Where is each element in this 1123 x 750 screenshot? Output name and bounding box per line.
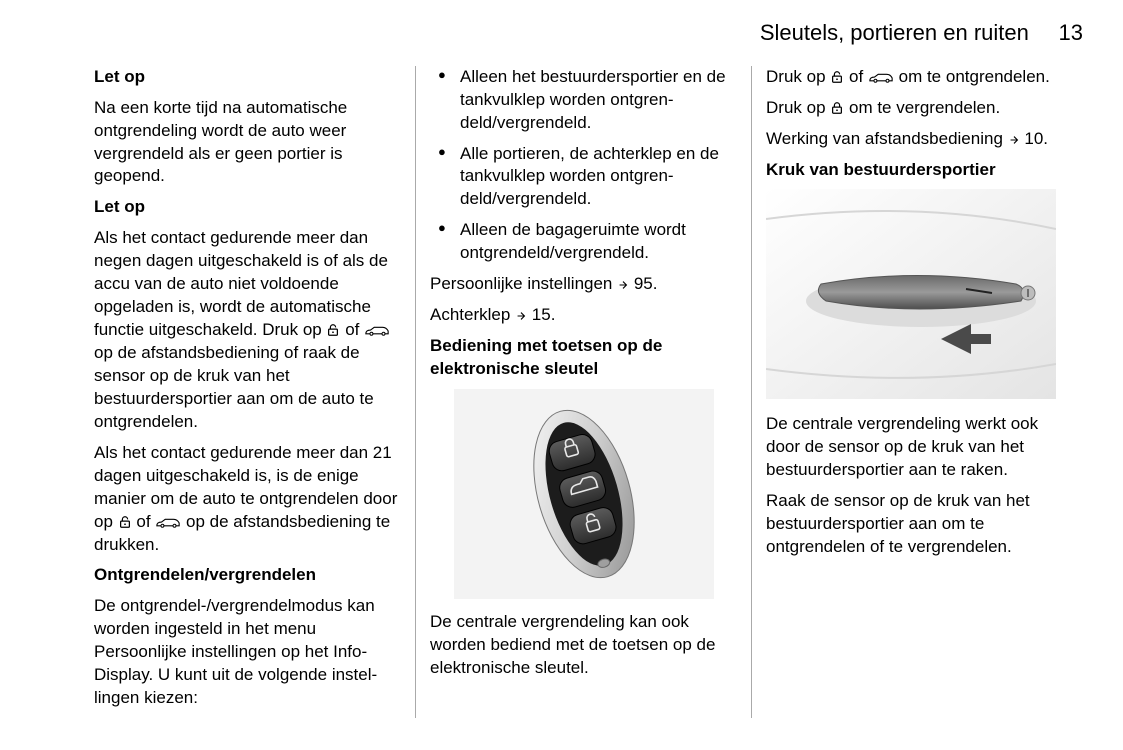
link-arrow-icon [515, 310, 527, 322]
note-body: Als het contact gedurende meer dan negen… [94, 227, 401, 433]
section-title: Sleutels, portieren en ruiten [760, 20, 1029, 45]
body-text: Raak de sensor op de kruk van het bestuu… [766, 490, 1073, 559]
lock-icon [830, 101, 844, 115]
body-text: Druk op of om te ontgrende­len. [766, 66, 1073, 89]
body-text: Druk op om te vergrendelen. [766, 97, 1073, 120]
content-columns: Let op Na een korte tijd na automatische… [80, 66, 1087, 718]
body-text: De centrale vergrendeling kan ook worden… [430, 611, 737, 680]
link-arrow-icon [617, 279, 629, 291]
column-2: Alleen het bestuurdersportier en de tank… [415, 66, 751, 718]
body-text: De centrale vergrendeling werkt ook door… [766, 413, 1073, 482]
list-item: Alleen het bestuurdersportier en de tank… [430, 66, 737, 135]
page-header: Sleutels, portieren en ruiten 13 [80, 18, 1087, 48]
door-handle-illustration [766, 189, 1056, 399]
note-body: Na een korte tijd na automatische ontgre… [94, 97, 401, 189]
car-icon [868, 72, 894, 84]
note-heading: Let op [94, 66, 401, 89]
column-3: Druk op of om te ontgrende­len. Druk op … [751, 66, 1087, 718]
crossref: Persoonlijke instellingen 95. [430, 273, 737, 296]
link-arrow-icon [1008, 134, 1020, 146]
list-item: Alleen de bagageruimte wordt ontgrendeld… [430, 219, 737, 265]
subsection-heading: Kruk van bestuurdersportier [766, 159, 1073, 182]
unlock-icon [830, 70, 844, 84]
column-1: Let op Na een korte tijd na automatische… [80, 66, 415, 718]
subsection-heading: Ontgrendelen/vergrendelen [94, 564, 401, 587]
keyfob-illustration [454, 389, 714, 599]
list-item: Alle portieren, de achterklep en de tank… [430, 143, 737, 212]
unlock-icon [326, 323, 340, 337]
page-number: 13 [1035, 18, 1083, 48]
car-icon [364, 325, 390, 337]
subsection-heading: Bediening met toetsen op de elektronisch… [430, 335, 737, 381]
body-text: De ontgrendel-/vergrendelmodus kan worde… [94, 595, 401, 710]
unlock-icon [118, 515, 132, 529]
note-body: Als het contact gedurende meer dan 21 da… [94, 442, 401, 557]
car-icon [155, 517, 181, 529]
crossref: Werking van afstandsbediening 10. [766, 128, 1073, 151]
option-list: Alleen het bestuurdersportier en de tank… [430, 66, 737, 266]
crossref: Achterklep 15. [430, 304, 737, 327]
note-heading: Let op [94, 196, 401, 219]
